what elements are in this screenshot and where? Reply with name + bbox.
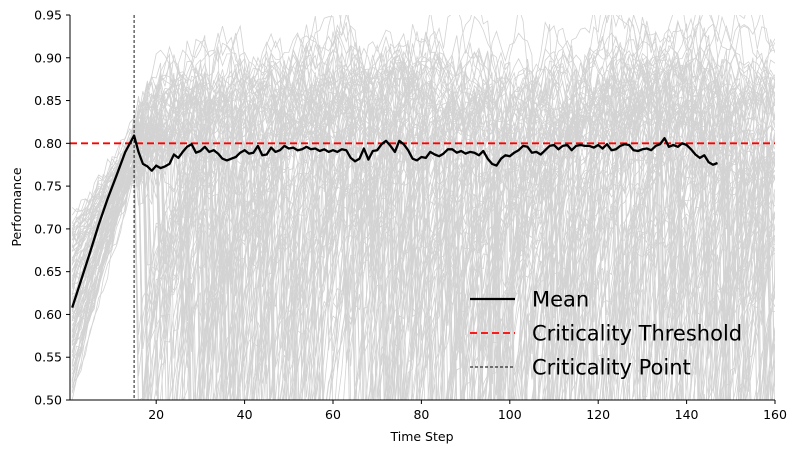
y-tick-label: 0.75	[34, 179, 62, 194]
trajectory-line	[71, 61, 775, 400]
trajectory-line	[71, 50, 775, 400]
x-tick-label: 60	[325, 407, 341, 422]
x-tick-label: 80	[413, 407, 429, 422]
y-tick-label: 0.50	[34, 393, 62, 408]
mean-line-layer	[71, 134, 718, 308]
trajectory-line	[71, 43, 775, 400]
ticks: 20 40 60 80 100 120 140 160 0.50 0.55 0.60 0.65 0.70…	[34, 8, 787, 423]
y-tick-label: 0.95	[34, 8, 62, 23]
y-tick-label: 0.65	[34, 264, 62, 279]
trajectory-line	[71, 54, 775, 400]
trajectory-line	[71, 54, 775, 400]
trajectory-line	[72, 46, 775, 400]
y-tick-label: 0.90	[34, 50, 62, 65]
trajectory-line	[71, 53, 775, 400]
trajectory-line	[71, 72, 775, 400]
trajectory-line	[71, 65, 775, 400]
mean-line	[71, 134, 718, 308]
legend-label-mean: Mean	[532, 288, 589, 312]
axes	[69, 15, 775, 401]
trajectory-line	[71, 34, 775, 400]
trajectory-line	[71, 34, 766, 400]
trajectory-line	[71, 15, 775, 400]
legend-label-criticality-threshold: Criticality Threshold	[532, 322, 742, 346]
x-tick-label: 20	[148, 407, 164, 422]
trajectory-line	[71, 23, 773, 400]
reference-lines	[70, 15, 775, 400]
y-tick-label: 0.80	[34, 136, 62, 151]
trajectory-line	[71, 69, 775, 400]
trajectory-line	[71, 39, 775, 400]
legend: Mean Criticality Threshold Criticality Poi…	[470, 288, 742, 380]
trajectory-line	[71, 49, 775, 400]
y-tick-label: 0.60	[34, 307, 62, 322]
x-tick-label: 160	[763, 407, 787, 422]
y-axis-label: Performance	[9, 167, 24, 247]
trajectory-line	[71, 42, 775, 400]
x-tick-label: 100	[498, 407, 522, 422]
trajectory-line	[71, 34, 775, 400]
y-tick-label: 0.85	[34, 93, 62, 108]
x-axis-label: Time Step	[389, 429, 453, 444]
trajectory-line	[71, 22, 775, 346]
x-tick-label: 140	[675, 407, 699, 422]
trajectory-line	[71, 15, 775, 400]
trajectory-line	[72, 15, 775, 400]
trajectory-line	[71, 18, 775, 400]
trajectory-line	[71, 42, 775, 400]
trajectory-line	[72, 62, 775, 400]
trajectory-line	[71, 42, 775, 400]
x-tick-label: 120	[586, 407, 610, 422]
x-tick-label: 40	[237, 407, 253, 422]
y-tick-label: 0.55	[34, 350, 62, 365]
y-tick-label: 0.70	[34, 221, 62, 236]
trajectory-lines	[71, 15, 775, 400]
legend-label-criticality-point: Criticality Point	[532, 356, 691, 380]
trajectory-line	[71, 16, 775, 400]
